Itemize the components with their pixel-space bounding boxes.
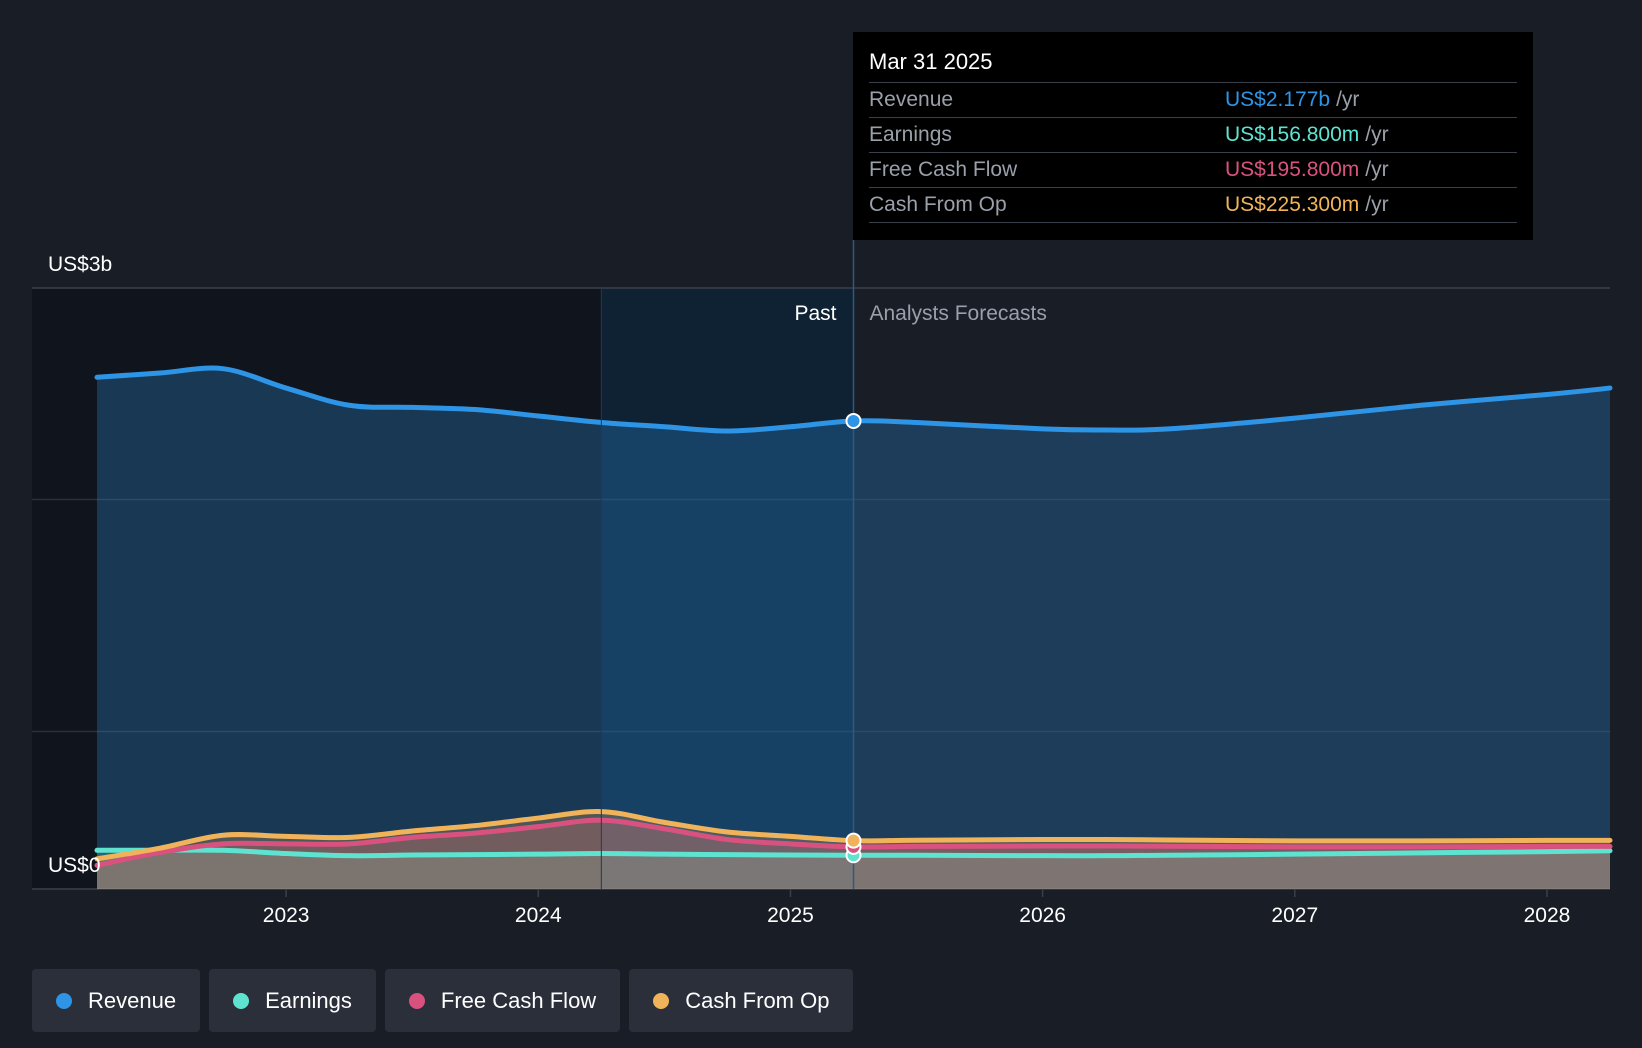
earnings-line <box>94 847 1613 859</box>
tooltip-row: Free Cash Flow US$195.800m/yr <box>869 153 1517 188</box>
tooltip-row-label: Free Cash Flow <box>869 158 1018 181</box>
tooltip-row-unit: /yr <box>1365 158 1389 181</box>
cash-from-op-marker <box>845 832 862 849</box>
tooltip-row: Revenue US$2.177b/yr <box>869 83 1517 118</box>
legend-label: Revenue <box>88 987 177 1013</box>
hover-markers <box>845 412 862 864</box>
x-tick-label: 2025 <box>767 904 814 927</box>
forecast-label: Analysts Forecasts <box>870 302 1047 325</box>
legend-dot-icon <box>408 992 425 1009</box>
legend-item-revenue[interactable]: Revenue <box>32 969 201 1032</box>
revenue-line <box>94 365 1613 434</box>
tooltip-row: Earnings US$156.800m/yr <box>869 118 1517 153</box>
chart-canvas: US$3b US$0 Past Analysts Forecasts 2023 2… <box>32 240 1613 927</box>
tooltip: Mar 31 2025 Revenue US$2.177b/yr Earnings U… <box>853 32 1533 240</box>
legend-label: Cash From Op <box>685 987 830 1013</box>
legend-item-earnings[interactable]: Earnings <box>209 969 376 1032</box>
free-cash-flow-line <box>94 817 1613 868</box>
series-lines <box>94 365 1613 868</box>
legend: Revenue Earnings Free Cash Flow Cash From O… <box>32 969 854 1032</box>
legend-label: Earnings <box>265 987 352 1013</box>
x-tick-label: 2028 <box>1524 904 1571 927</box>
tooltip-row-label: Earnings <box>869 123 952 146</box>
revenue-marker <box>845 412 862 429</box>
x-tick-label: 2023 <box>263 904 310 927</box>
tooltip-row-value: US$2.177b <box>1225 88 1331 111</box>
cash-from-op-line <box>94 809 1613 862</box>
x-tick-label: 2026 <box>1019 904 1066 927</box>
legend-dot-icon <box>56 992 72 1009</box>
tooltip-row: Cash From Op US$225.300m/yr <box>869 188 1517 223</box>
legend-label: Free Cash Flow <box>440 987 597 1013</box>
tooltip-rows: Revenue US$2.177b/yr Earnings US$156.800m/y… <box>869 83 1517 223</box>
y-axis-top-label: US$3b <box>48 253 112 276</box>
y-axis-bottom-label: US$0 <box>48 854 101 877</box>
gridlines <box>32 287 1610 890</box>
x-tick-label: 2027 <box>1271 904 1318 927</box>
legend-dot-icon <box>233 992 250 1009</box>
x-axis: 2023 2024 2025 2026 2027 2028 <box>263 889 1571 927</box>
tooltip-row-label: Revenue <box>869 88 954 111</box>
tooltip-row-unit: /yr <box>1365 193 1389 216</box>
tooltip-row-label: Cash From Op <box>869 193 1007 216</box>
highlight-band <box>601 288 854 889</box>
tooltip-row-value: US$156.800m <box>1225 123 1360 146</box>
tooltip-row-unit: /yr <box>1365 123 1389 146</box>
tooltip-row-value: US$225.300m <box>1225 193 1360 216</box>
tooltip-date: Mar 31 2025 <box>869 46 1517 83</box>
past-label: Past <box>794 302 836 325</box>
tooltip-row-value: US$195.800m <box>1225 158 1360 181</box>
tooltip-row-unit: /yr <box>1336 88 1360 111</box>
legend-item-cash-from-op[interactable]: Cash From Op <box>629 969 854 1032</box>
x-tick-label: 2024 <box>515 904 562 927</box>
legend-dot-icon <box>653 992 670 1009</box>
legend-item-free-cash-flow[interactable]: Free Cash Flow <box>384 969 621 1032</box>
